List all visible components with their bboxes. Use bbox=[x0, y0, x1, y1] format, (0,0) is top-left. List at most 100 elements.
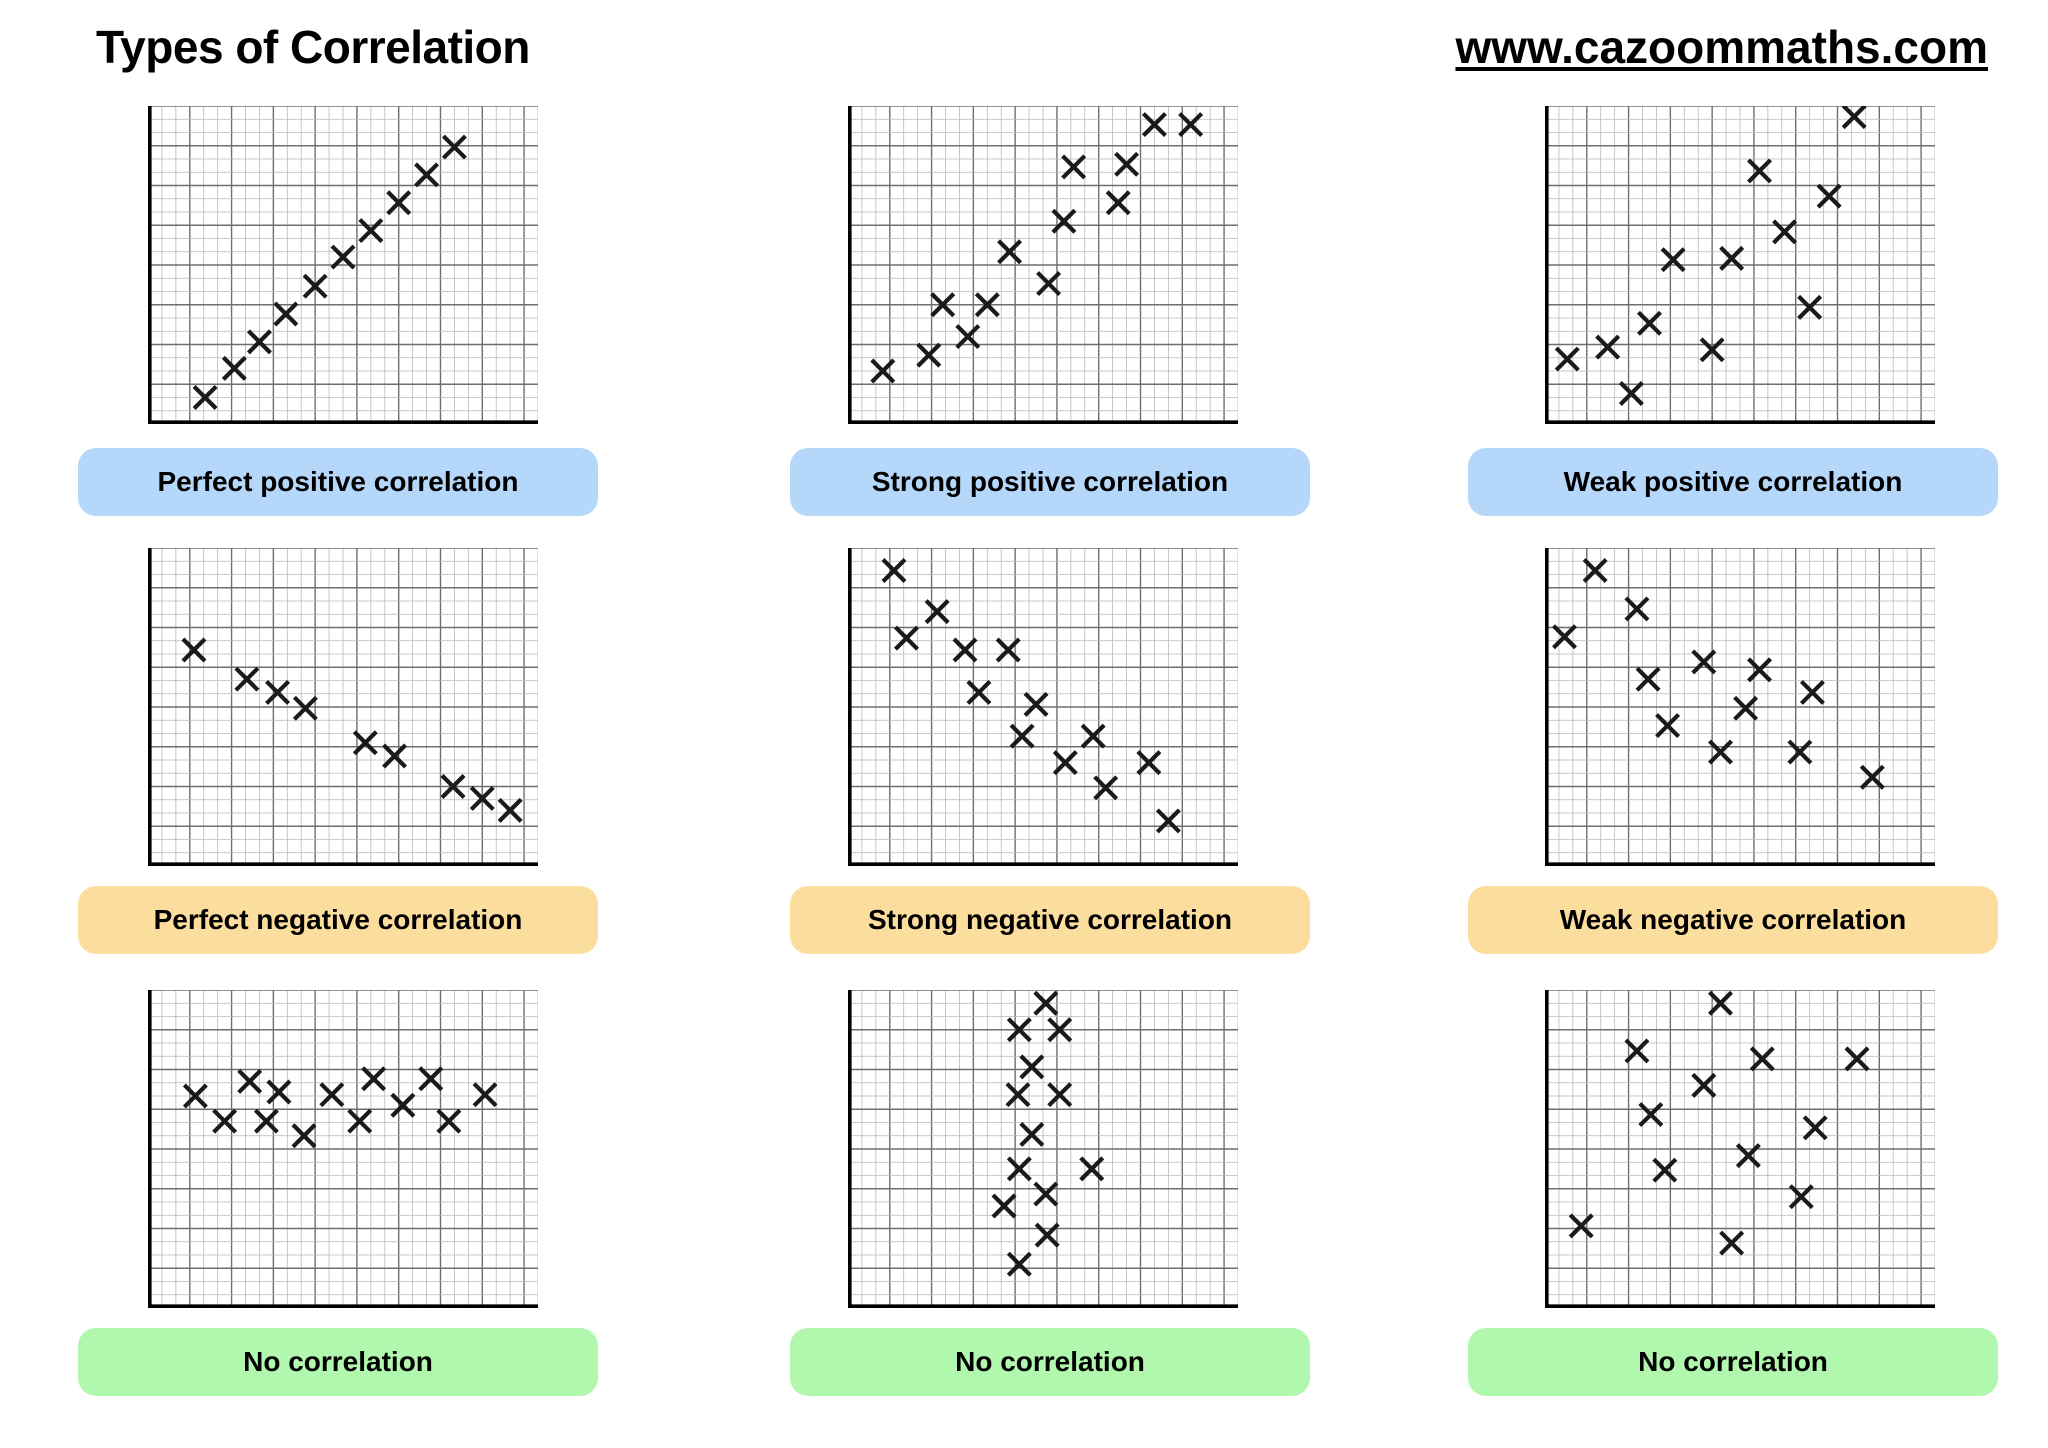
data-point-marker bbox=[347, 1108, 373, 1134]
correlation-label-text: Strong negative correlation bbox=[867, 904, 1233, 935]
data-point-marker bbox=[386, 190, 412, 216]
correlation-panel-grid: Perfect positive correlation Strong posit… bbox=[0, 96, 2048, 1448]
data-point-marker bbox=[1802, 1115, 1828, 1141]
data-point-marker bbox=[1105, 190, 1131, 216]
page-title: Types of Correlation bbox=[96, 21, 530, 73]
correlation-label-strong-negative: Strong negative correlation bbox=[790, 886, 1310, 954]
data-point-marker bbox=[234, 666, 260, 692]
data-point-marker bbox=[358, 218, 384, 244]
data-point-marker bbox=[266, 1079, 292, 1105]
data-point-marker bbox=[1799, 679, 1825, 705]
data-point-marker bbox=[273, 301, 299, 327]
data-point-marker bbox=[182, 1083, 208, 1109]
data-point-marker bbox=[870, 358, 896, 384]
data-point-marker bbox=[436, 1108, 462, 1134]
data-point-marker bbox=[221, 355, 247, 381]
grid-lines bbox=[148, 548, 538, 866]
data-point-marker bbox=[1034, 1222, 1060, 1248]
data-point-marker bbox=[1009, 723, 1035, 749]
axes bbox=[1545, 106, 1935, 424]
data-point-marker bbox=[997, 239, 1023, 265]
data-point-marker bbox=[1178, 112, 1204, 138]
data-point-marker bbox=[1554, 346, 1580, 372]
website-link[interactable]: www.cazoommaths.com bbox=[1455, 21, 1988, 73]
data-point-marker bbox=[1691, 1072, 1717, 1098]
data-point-marker bbox=[1036, 271, 1062, 297]
data-point-marker bbox=[916, 342, 942, 368]
data-point-marker bbox=[924, 599, 950, 625]
data-point-marker bbox=[955, 324, 981, 350]
correlation-label-weak-negative: Weak negative correlation bbox=[1468, 886, 1998, 954]
data-point-marker bbox=[1844, 1046, 1870, 1072]
grid-lines bbox=[1545, 548, 1935, 866]
data-point-marker bbox=[1699, 337, 1725, 363]
data-point-marker bbox=[1061, 154, 1087, 180]
correlation-label-text: Weak negative correlation bbox=[1559, 904, 1907, 935]
data-point-marker bbox=[497, 797, 523, 823]
correlation-label-text: No correlation bbox=[955, 1346, 1145, 1377]
data-point-marker bbox=[1652, 1157, 1678, 1183]
data-point-marker bbox=[1747, 158, 1772, 184]
data-point-marker bbox=[390, 1092, 416, 1118]
data-point-marker bbox=[1006, 1251, 1032, 1277]
data-point-marker bbox=[1079, 1156, 1105, 1182]
grid-lines bbox=[148, 990, 538, 1308]
scatter-plot-perfect-positive bbox=[148, 106, 538, 424]
data-point-marker bbox=[1708, 739, 1733, 765]
data-point-marker bbox=[1660, 247, 1686, 273]
data-point-marker bbox=[1047, 1082, 1073, 1108]
data-point-marker bbox=[1735, 1143, 1761, 1169]
data-point-marker bbox=[1595, 334, 1621, 360]
data-point-marker bbox=[361, 1066, 387, 1092]
data-point-marker bbox=[1733, 695, 1759, 721]
scatter-plot-no-correlation-horizontal bbox=[148, 990, 538, 1308]
correlation-label-text: Weak positive correlation bbox=[1563, 466, 1903, 497]
axes bbox=[1545, 990, 1935, 1308]
scatter-panel-weak-negative bbox=[1545, 548, 1935, 866]
data-points bbox=[881, 558, 1181, 834]
data-point-marker bbox=[1719, 1230, 1745, 1256]
data-point-marker bbox=[292, 695, 318, 721]
data-point-marker bbox=[472, 1082, 498, 1108]
data-point-marker bbox=[1719, 245, 1745, 271]
data-point-marker bbox=[1019, 1054, 1045, 1080]
data-point-marker bbox=[237, 1068, 263, 1094]
scatter-panel-no-correlation-vertical bbox=[848, 990, 1238, 1308]
data-point-marker bbox=[414, 162, 440, 188]
data-point-marker bbox=[1052, 750, 1078, 776]
grid-lines bbox=[848, 106, 1238, 424]
data-point-marker bbox=[930, 292, 956, 318]
data-points bbox=[1554, 106, 1867, 407]
scatter-panel-perfect-negative bbox=[148, 548, 538, 866]
correlation-label-strong-positive: Strong positive correlation bbox=[790, 448, 1310, 516]
scatter-panel-weak-positive bbox=[1545, 106, 1935, 424]
data-point-marker bbox=[1691, 649, 1717, 675]
data-point-marker bbox=[382, 743, 408, 769]
scatter-panel-strong-positive bbox=[848, 106, 1238, 424]
data-point-marker bbox=[1552, 624, 1577, 650]
data-point-marker bbox=[1568, 1213, 1594, 1239]
data-point-marker bbox=[1624, 1038, 1650, 1064]
scatter-plot-strong-positive bbox=[848, 106, 1238, 424]
data-points bbox=[181, 637, 523, 823]
axes bbox=[148, 990, 538, 1308]
grid-lines bbox=[1545, 990, 1935, 1308]
scatter-plot-perfect-negative bbox=[148, 548, 538, 866]
data-point-marker bbox=[1023, 691, 1049, 717]
axes bbox=[848, 106, 1238, 424]
data-point-marker bbox=[1749, 1046, 1775, 1072]
data-point-marker bbox=[1747, 657, 1772, 683]
data-point-marker bbox=[246, 329, 272, 355]
correlation-label-no-correlation-horizontal: No correlation bbox=[78, 1328, 598, 1396]
data-point-marker bbox=[1005, 1082, 1031, 1108]
data-point-marker bbox=[469, 785, 495, 811]
data-point-marker bbox=[1859, 764, 1885, 790]
data-point-marker bbox=[995, 637, 1021, 663]
scatter-plot-strong-negative bbox=[848, 548, 1238, 866]
data-point-marker bbox=[974, 292, 1000, 318]
axes bbox=[848, 548, 1238, 866]
data-point-marker bbox=[192, 385, 218, 410]
data-point-marker bbox=[1033, 990, 1059, 1016]
scatter-plot-no-correlation-scatter bbox=[1545, 990, 1935, 1308]
